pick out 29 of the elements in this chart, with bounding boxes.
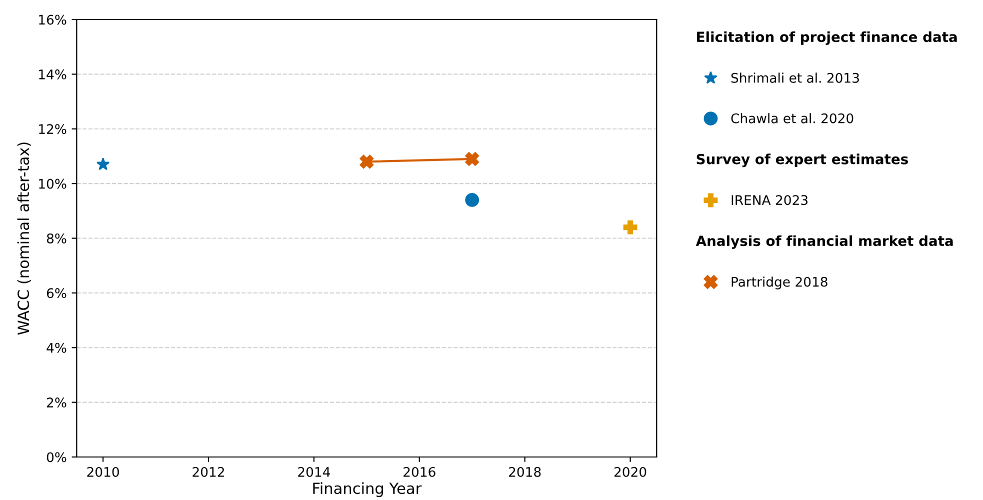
x-tick-label: 2010 — [87, 466, 119, 477]
y-tick-label: 14% — [39, 69, 66, 80]
x-tick-label: 2012 — [192, 466, 224, 477]
x-axis-title: Financing Year — [313, 482, 422, 498]
legend-label: IRENA 2023 — [732, 195, 808, 206]
y-tick-label: 2% — [46, 398, 66, 408]
legend-label: Shrimali et al. 2013 — [731, 72, 859, 83]
y-tick-label: 0% — [46, 452, 66, 462]
point — [465, 152, 480, 166]
point — [465, 193, 480, 207]
point — [360, 154, 374, 169]
legend-label: Partridge 2018 — [732, 276, 828, 290]
y-tick-label: 12% — [39, 124, 66, 134]
text: Elicitation of project finance data — [697, 31, 957, 45]
y-tick-label: 16% — [39, 14, 66, 25]
point — [96, 157, 110, 170]
legend-label: Chawla et al. 2020 — [731, 113, 854, 124]
y-tick-label: 8% — [46, 233, 66, 244]
x-tick-label: 2018 — [509, 466, 541, 477]
point — [623, 220, 638, 234]
text: Survey of expert estimates — [696, 154, 908, 168]
x-tick-label: 2016 — [404, 466, 436, 477]
y-tick-label: 10% — [39, 178, 66, 189]
x-tick-label: 2014 — [298, 466, 330, 477]
text: Analysis of financial market data — [696, 235, 953, 249]
y-tick-label: 6% — [46, 288, 66, 298]
y-tick-label: 4% — [46, 342, 66, 353]
y-axis-title: WACC (nominal after-tax) — [17, 142, 31, 335]
x-tick-label: 2020 — [614, 466, 646, 477]
